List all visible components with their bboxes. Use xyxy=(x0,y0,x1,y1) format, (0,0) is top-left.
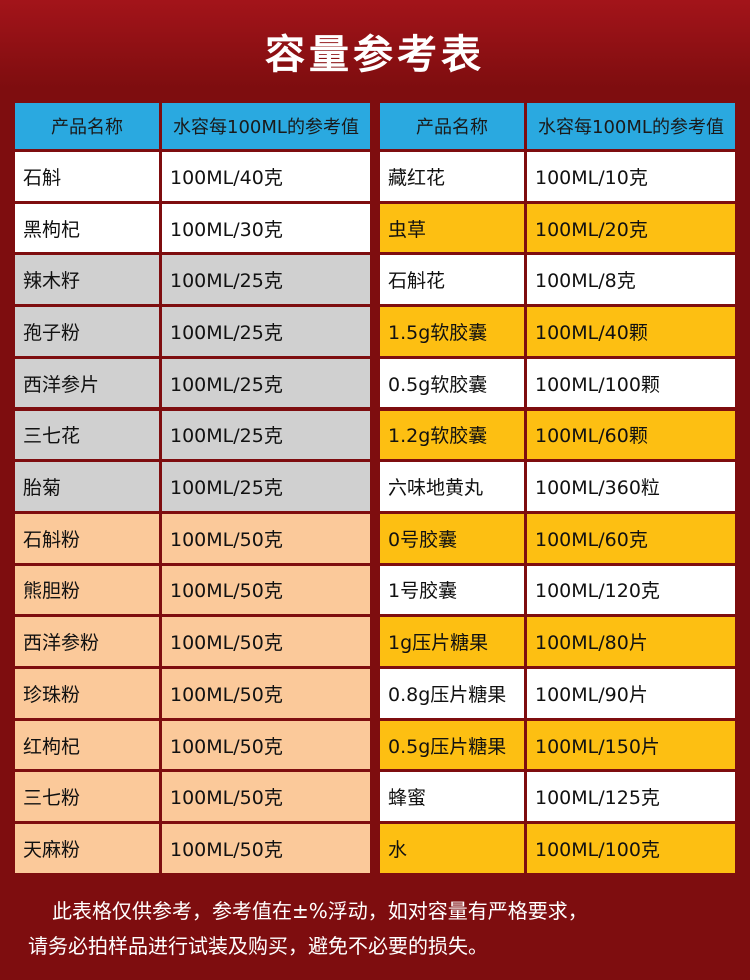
product-name: 石斛花 xyxy=(380,255,524,305)
reference-value: 100ML/50克 xyxy=(162,669,370,718)
reference-value: 100ML/90片 xyxy=(527,669,735,718)
product-name: 1g压片糖果 xyxy=(380,617,524,666)
reference-value: 100ML/50克 xyxy=(162,772,370,822)
product-name: 0号胶囊 xyxy=(380,513,524,563)
product-name: 1.5g软胶囊 xyxy=(380,307,524,356)
reference-value: 100ML/50克 xyxy=(162,565,370,615)
reference-value: 100ML/25克 xyxy=(162,358,370,408)
product-name: 0.5g软胶囊 xyxy=(380,358,524,408)
reference-value: 100ML/25克 xyxy=(162,255,370,305)
reference-value: 100ML/50克 xyxy=(162,513,370,563)
reference-value: 100ML/60颗 xyxy=(527,410,735,460)
product-name: 熊胆粉 xyxy=(15,565,159,615)
reference-value: 100ML/60克 xyxy=(527,513,735,563)
product-name: 黑枸杞 xyxy=(15,203,159,253)
product-name: 珍珠粉 xyxy=(15,669,159,718)
reference-value: 100ML/8克 xyxy=(527,255,735,305)
product-name: 1.2g软胶囊 xyxy=(380,410,524,460)
product-name: 石斛 xyxy=(15,152,159,201)
title: 容量参考表 xyxy=(265,32,485,78)
product-name: 六味地黄丸 xyxy=(380,462,524,511)
header-cell: 产品名称 xyxy=(15,103,159,149)
reference-value: 100ML/100克 xyxy=(527,824,735,873)
title-band xyxy=(0,0,750,88)
header-cell: 水容每100ML的参考值 xyxy=(162,103,370,149)
product-name: 水 xyxy=(380,824,524,873)
reference-value: 100ML/80片 xyxy=(527,617,735,666)
header-cell: 水容每100ML的参考值 xyxy=(527,103,735,149)
product-name: 辣木籽 xyxy=(15,255,159,305)
product-name: 虫草 xyxy=(380,203,524,253)
reference-value: 100ML/50克 xyxy=(162,720,370,770)
reference-value: 100ML/120克 xyxy=(527,565,735,615)
reference-value: 100ML/100颗 xyxy=(527,358,735,408)
product-name: 0.5g压片糖果 xyxy=(380,720,524,770)
product-name: 西洋参片 xyxy=(15,358,159,408)
product-name: 西洋参粉 xyxy=(15,617,159,666)
reference-value: 100ML/25克 xyxy=(162,462,370,511)
product-name: 胎菊 xyxy=(15,462,159,511)
footnote: 此表格仅供参考，参考值在±%浮动，如对容量有严格要求， xyxy=(52,899,588,923)
reference-value: 100ML/25克 xyxy=(162,410,370,460)
product-name: 三七花 xyxy=(15,410,159,460)
reference-value: 100ML/50克 xyxy=(162,617,370,666)
reference-value: 100ML/125克 xyxy=(527,772,735,822)
product-name: 1号胶囊 xyxy=(380,565,524,615)
product-name: 石斛粉 xyxy=(15,513,159,563)
product-name: 藏红花 xyxy=(380,152,524,201)
reference-value: 100ML/50克 xyxy=(162,824,370,873)
reference-value: 100ML/20克 xyxy=(527,203,735,253)
product-name: 红枸杞 xyxy=(15,720,159,770)
reference-value: 100ML/40克 xyxy=(162,152,370,201)
reference-value: 100ML/150片 xyxy=(527,720,735,770)
footnote: 请务必拍样品进行试装及购买，避免不必要的损失。 xyxy=(28,934,488,958)
reference-value: 100ML/25克 xyxy=(162,307,370,356)
reference-value: 100ML/360粒 xyxy=(527,462,735,511)
reference-value: 100ML/40颗 xyxy=(527,307,735,356)
header-cell: 产品名称 xyxy=(380,103,524,149)
product-name: 三七粉 xyxy=(15,772,159,822)
product-name: 蜂蜜 xyxy=(380,772,524,822)
product-name: 孢子粉 xyxy=(15,307,159,356)
product-name: 天麻粉 xyxy=(15,824,159,873)
product-name: 0.8g压片糖果 xyxy=(380,669,524,718)
reference-value: 100ML/10克 xyxy=(527,152,735,201)
reference-value: 100ML/30克 xyxy=(162,203,370,253)
